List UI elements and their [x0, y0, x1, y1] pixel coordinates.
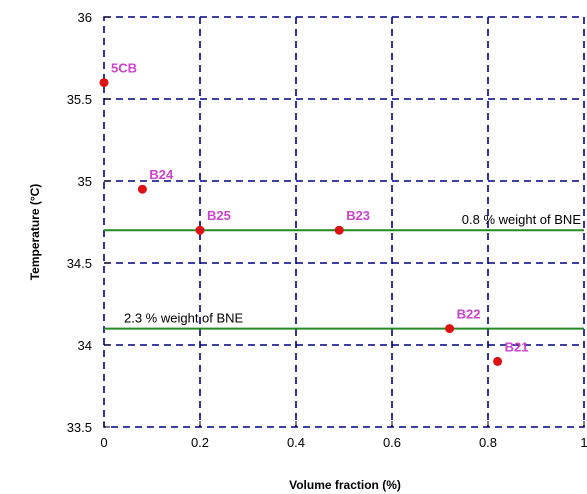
data-point-label: B25	[207, 208, 231, 223]
reference-lines: 0.8 % weight of BNE 2.3 % weight of BNE	[104, 212, 584, 330]
data-point	[195, 225, 205, 235]
y-tick-label: 35	[78, 174, 92, 189]
x-tick-label: 0.2	[191, 435, 209, 450]
x-tick-label: 0.8	[479, 435, 497, 450]
tick-labels: 0 0.2 0.4 0.6 0.8 1 33.5 34 34.5 35 35.5 36	[67, 10, 587, 450]
data-point	[137, 184, 147, 194]
reference-line-label: 2.3 % weight of BNE	[124, 311, 244, 326]
data-point-label: B24	[149, 167, 174, 182]
plot-frame	[103, 16, 585, 428]
y-tick-label: 33.5	[67, 420, 92, 435]
y-tick-label: 34.5	[67, 256, 92, 271]
x-tick-label: 0.4	[287, 435, 305, 450]
x-tick-label: 1	[580, 435, 587, 450]
data-point	[99, 78, 109, 88]
data-point	[493, 356, 503, 366]
x-axis-title: Volume fraction (%)	[289, 478, 401, 492]
data-point-label: 5CB	[111, 61, 137, 76]
y-axis-title: Temperature (°C)	[28, 184, 42, 281]
plot-border	[103, 16, 585, 428]
y-tick-label: 36	[78, 10, 92, 25]
data-point	[334, 225, 344, 235]
data-point-label: B22	[457, 307, 481, 322]
data-points: 5CB B24 B25 B23 B22 B21	[99, 61, 529, 366]
data-point-label: B23	[346, 208, 370, 223]
data-point	[445, 324, 455, 334]
y-tick-label: 34	[78, 338, 92, 353]
x-tick-label: 0.6	[383, 435, 401, 450]
reference-line-label: 0.8 % weight of BNE	[462, 212, 582, 227]
x-tick-label: 0	[100, 435, 107, 450]
data-point-label: B21	[505, 339, 529, 354]
grid-lines	[104, 17, 584, 427]
y-tick-label: 35.5	[67, 92, 92, 107]
